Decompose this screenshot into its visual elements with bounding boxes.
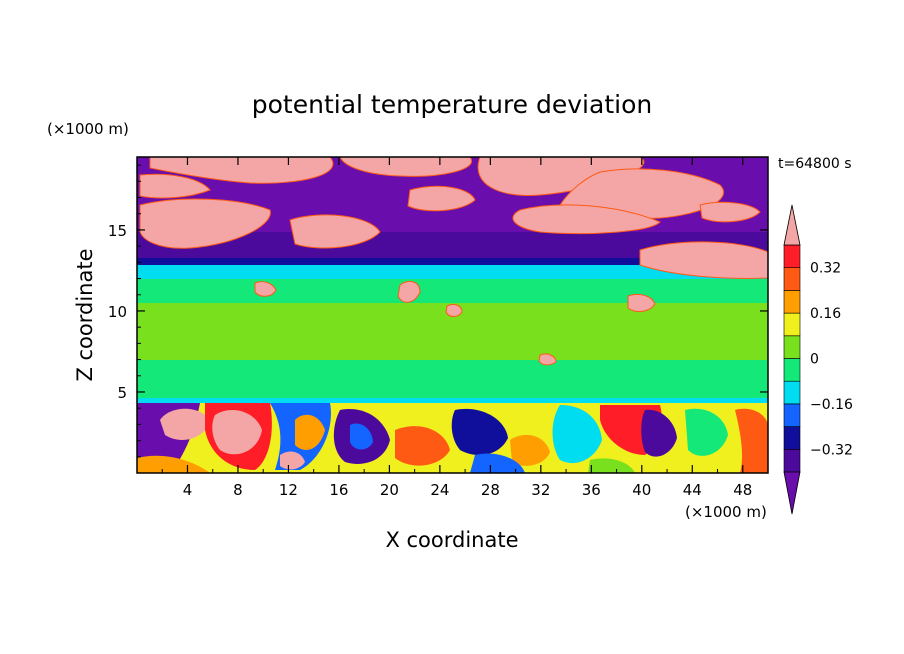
turbulent-layer — [137, 403, 768, 473]
x-tick-label: 32 — [531, 481, 550, 499]
colorbar-tick-label: 0.16 — [810, 306, 841, 322]
layer-mid-teal — [137, 360, 768, 400]
x-tick-label: 20 — [380, 481, 399, 499]
y-tick-label: 10 — [108, 303, 127, 321]
colorbar-tick-label: −0.16 — [810, 397, 853, 413]
x-tick-label: 48 — [733, 481, 752, 499]
colorbar-segment — [783, 380, 801, 405]
x-tick-label: 4 — [183, 481, 193, 499]
colorbar: 0.32 0.16 0 −0.16 −0.32 — [783, 204, 853, 515]
layer-cool-teal — [137, 279, 768, 303]
x-axis-label: X coordinate — [385, 528, 518, 552]
colorbar-segment — [783, 358, 801, 382]
y-axis-units: (×1000 m) — [47, 120, 129, 138]
colorbar-over-triangle — [783, 204, 801, 246]
colorbar-segment — [783, 312, 801, 337]
x-tick-label: 40 — [632, 481, 651, 499]
y-tick-label: 5 — [117, 384, 127, 402]
x-tick-label: 24 — [430, 481, 449, 499]
colorbar-segment — [783, 426, 801, 450]
x-axis-units: (×1000 m) — [685, 503, 767, 521]
x-tick-label: 12 — [279, 481, 298, 499]
x-tick-label: 28 — [481, 481, 500, 499]
plot-area — [137, 157, 768, 473]
layer-inversion — [137, 258, 768, 266]
x-tick-label: 8 — [233, 481, 243, 499]
colorbar-segment — [783, 448, 801, 473]
colorbar-segment — [783, 290, 801, 314]
x-tick-label: 44 — [683, 481, 702, 499]
y-axis: 5 10 15 — [108, 164, 768, 458]
colorbar-segment — [783, 403, 801, 427]
layer-cool-band — [137, 265, 768, 279]
colorbar-tick-label: 0 — [810, 352, 819, 368]
colorbar-segment — [783, 335, 801, 359]
chart-title: potential temperature deviation — [252, 90, 652, 119]
y-tick-label: 15 — [108, 222, 127, 240]
colorbar-tick-label: −0.32 — [810, 442, 853, 458]
plot-frame — [136, 156, 769, 474]
time-label: t=64800 s — [778, 156, 852, 172]
warm-patches-top — [139, 157, 768, 366]
x-tick-label: 16 — [329, 481, 348, 499]
y-axis-label: Z coordinate — [73, 248, 97, 381]
layer-boundary — [137, 398, 768, 406]
x-tick-label: 36 — [582, 481, 601, 499]
colorbar-under-triangle — [783, 471, 801, 515]
colorbar-tick-label: 0.32 — [810, 261, 841, 277]
x-axis: 4 8 12 16 20 24 28 32 36 40 44 48 — [161, 157, 752, 499]
colorbar-segment — [783, 267, 801, 291]
colorbar-segment — [783, 244, 801, 269]
